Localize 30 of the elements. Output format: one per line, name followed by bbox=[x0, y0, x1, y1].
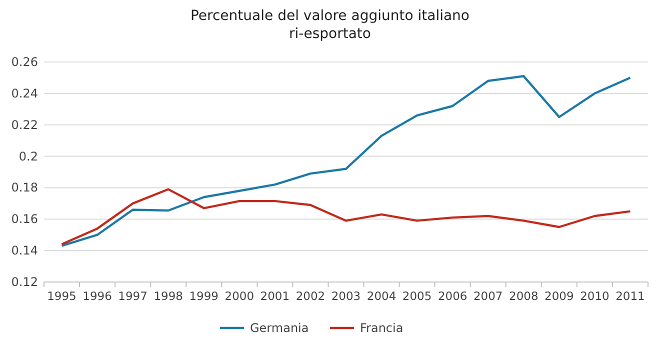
legend-label: Germania bbox=[250, 321, 309, 335]
x-tick-label: 2000 bbox=[224, 289, 254, 303]
line-series bbox=[60, 188, 632, 246]
x-tick-label: 1996 bbox=[82, 289, 112, 303]
y-tick-label: 0.22 bbox=[11, 118, 38, 132]
x-tick-label: 1998 bbox=[154, 289, 183, 303]
legend-label: Francia bbox=[360, 321, 404, 335]
x-tick-label: 2002 bbox=[296, 289, 326, 303]
x-tick-label: 1997 bbox=[118, 289, 148, 303]
y-tick-label: 0.14 bbox=[11, 244, 38, 258]
x-tick-label: 2010 bbox=[580, 289, 610, 303]
x-tick-label: 2007 bbox=[473, 289, 503, 303]
x-tick-label: 2011 bbox=[616, 289, 645, 303]
y-tick-label: 0.12 bbox=[11, 275, 38, 289]
y-tick-label: 0.24 bbox=[11, 86, 38, 100]
x-tick-label: 2006 bbox=[438, 289, 468, 303]
y-tick-label: 0.16 bbox=[11, 212, 38, 226]
y-tick-label: 0.2 bbox=[18, 149, 38, 164]
x-tick-label: 2009 bbox=[544, 289, 574, 303]
x-tick-label: 2001 bbox=[260, 289, 290, 303]
chart-title: Percentuale del valore aggiunto italiano ri-esportato bbox=[190, 8, 470, 42]
x-tick-label: 2003 bbox=[331, 289, 361, 303]
x-tick-label: 1999 bbox=[189, 289, 219, 303]
line-series bbox=[60, 75, 632, 247]
y-tick-label: 0.18 bbox=[11, 180, 38, 195]
x-tick-label: 1995 bbox=[47, 289, 76, 303]
x-tick-label: 2004 bbox=[366, 289, 396, 303]
x-tick-label: 2008 bbox=[509, 289, 538, 303]
x-tick-label: 2005 bbox=[402, 289, 432, 303]
y-tick-label: 0.26 bbox=[11, 55, 38, 69]
